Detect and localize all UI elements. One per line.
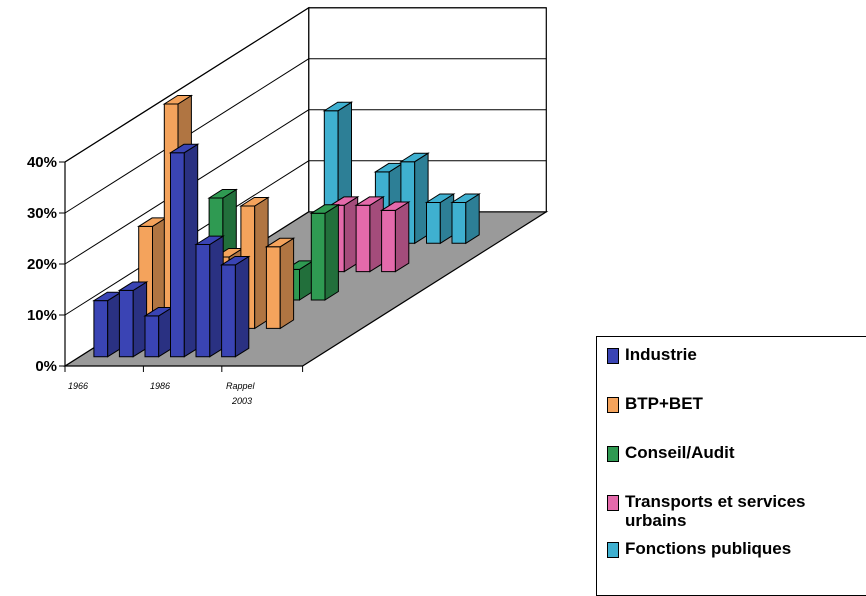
legend-label: Conseil/Audit — [625, 443, 735, 462]
legend-swatch-transports — [607, 495, 619, 511]
legend-item-industrie: Industrie — [607, 345, 865, 364]
y-tick-label: 30% — [27, 205, 57, 222]
legend-swatch-industrie — [607, 348, 619, 364]
legend-item-btp-bet: BTP+BET — [607, 394, 865, 413]
x-tick-rappel: Rappel — [226, 381, 256, 391]
bar-industrie — [143, 306, 174, 358]
bar-industrie — [194, 235, 225, 358]
y-tick-label: 40% — [27, 154, 57, 171]
bar-fonctions-publiques — [424, 193, 456, 245]
chart-legend: Industrie BTP+BET Conseil/Audit Transpor… — [596, 336, 866, 596]
legend-item-fonctions-publiques: Fonctions publiques — [607, 539, 865, 558]
legend-swatch-btp-bet — [607, 397, 619, 413]
bar-industrie — [92, 291, 123, 358]
gridline — [64, 7, 547, 163]
legend-item-transports: Transports et services urbains — [607, 492, 865, 530]
legend-item-conseil-audit: Conseil/Audit — [607, 443, 865, 462]
bar-transports-et-services-urbains — [379, 201, 411, 273]
legend-label: BTP+BET — [625, 394, 703, 413]
legend-swatch-conseil-audit — [607, 446, 619, 462]
y-axis-ticks: 0% 10% 20% 30% 40% — [27, 154, 57, 375]
legend-swatch-fonctions-publiques — [607, 542, 619, 558]
legend-label: Transports et services urbains — [625, 492, 806, 530]
bar-industrie — [117, 281, 149, 358]
bar-transports-et-services-urbains — [354, 195, 386, 273]
x-tick-1966: 1966 — [68, 381, 88, 391]
x-axis-ticks: 1966 1986 Rappel 2003 — [68, 381, 256, 406]
gridline — [64, 58, 547, 214]
bar-industrie — [168, 143, 200, 358]
y-tick-label: 20% — [27, 256, 57, 273]
bar-fonctions-publiques — [450, 193, 481, 245]
y-tick-label: 10% — [27, 307, 57, 324]
x-tick-1986: 1986 — [150, 381, 170, 391]
x-tick-2003: 2003 — [231, 396, 252, 406]
y-tick-label: 0% — [35, 358, 57, 375]
gridline — [64, 109, 547, 265]
legend-label: Fonctions publiques — [625, 539, 792, 558]
bar-industrie — [219, 255, 251, 358]
bar-btp-bet — [264, 237, 296, 330]
legend-label: Industrie — [625, 345, 697, 364]
bars — [92, 94, 481, 358]
bar-conseil-audit — [309, 203, 341, 301]
